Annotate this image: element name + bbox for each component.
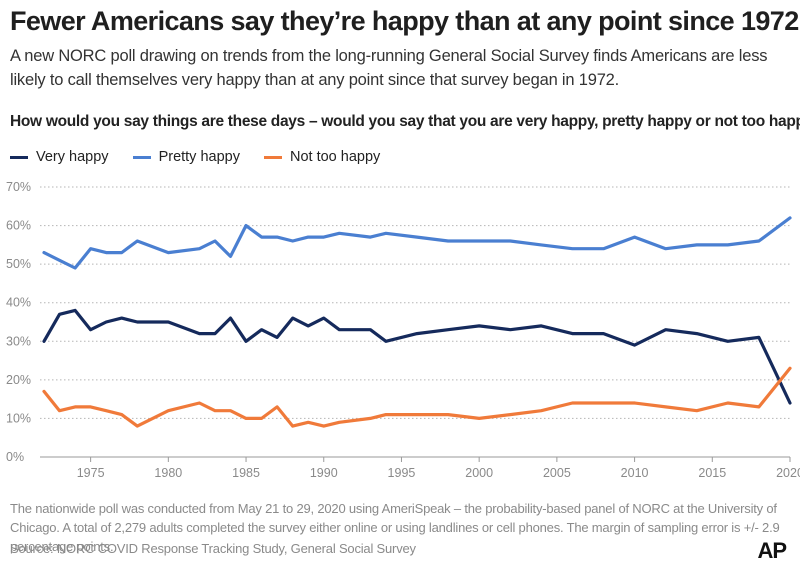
- legend-label-not-too-happy: Not too happy: [289, 149, 381, 165]
- legend-item-not-too-happy: Not too happy: [263, 149, 381, 165]
- y-tick-label: 0%: [6, 450, 24, 464]
- y-tick-label: 50%: [6, 257, 31, 271]
- series-line-pretty-happy: [42, 216, 792, 270]
- x-tick-label: 2005: [543, 466, 571, 480]
- chart-subtitle: A new NORC poll drawing on trends from t…: [10, 47, 768, 89]
- legend-swatch-not-too-happy: [263, 155, 282, 159]
- x-tick-label: 1995: [388, 466, 416, 480]
- legend: Very happy Pretty happy Not too happy: [10, 149, 380, 165]
- legend-swatch-very-happy: [10, 155, 28, 159]
- legend-item-pretty-happy: Pretty happy: [132, 149, 240, 165]
- legend-label-pretty-happy: Pretty happy: [158, 149, 240, 165]
- legend-item-very-happy: Very happy: [10, 149, 109, 165]
- x-tick-label: 2000: [465, 466, 493, 480]
- x-tick-label: 1985: [232, 466, 260, 480]
- series-line-very-happy: [42, 308, 792, 405]
- series-line-not-too-happy: [42, 366, 792, 428]
- y-tick-label: 60%: [6, 219, 31, 233]
- survey-question: How would you say things are these days …: [10, 113, 800, 130]
- y-tick-label: 30%: [6, 334, 31, 348]
- legend-swatch-pretty-happy: [132, 155, 151, 159]
- y-tick-label: 70%: [6, 180, 31, 194]
- x-tick-label: 1975: [77, 466, 105, 480]
- x-tick-label: 2010: [621, 466, 649, 480]
- x-tick-label: 2015: [698, 466, 726, 480]
- y-tick-label: 10%: [6, 411, 31, 425]
- x-tick-label: 1980: [154, 466, 182, 480]
- y-tick-label: 40%: [6, 296, 31, 310]
- legend-label-very-happy: Very happy: [36, 149, 109, 165]
- x-tick-label: 2020: [776, 466, 800, 480]
- source-line: Source: NORC COVID Response Tracking Stu…: [10, 541, 416, 556]
- x-tick-label: 1990: [310, 466, 338, 480]
- chart-title: Fewer Americans say they’re happy than a…: [10, 6, 799, 36]
- ap-logo: AP: [757, 538, 787, 563]
- y-tick-label: 20%: [6, 373, 31, 387]
- methodology-note: The nationwide poll was conducted from M…: [10, 501, 780, 554]
